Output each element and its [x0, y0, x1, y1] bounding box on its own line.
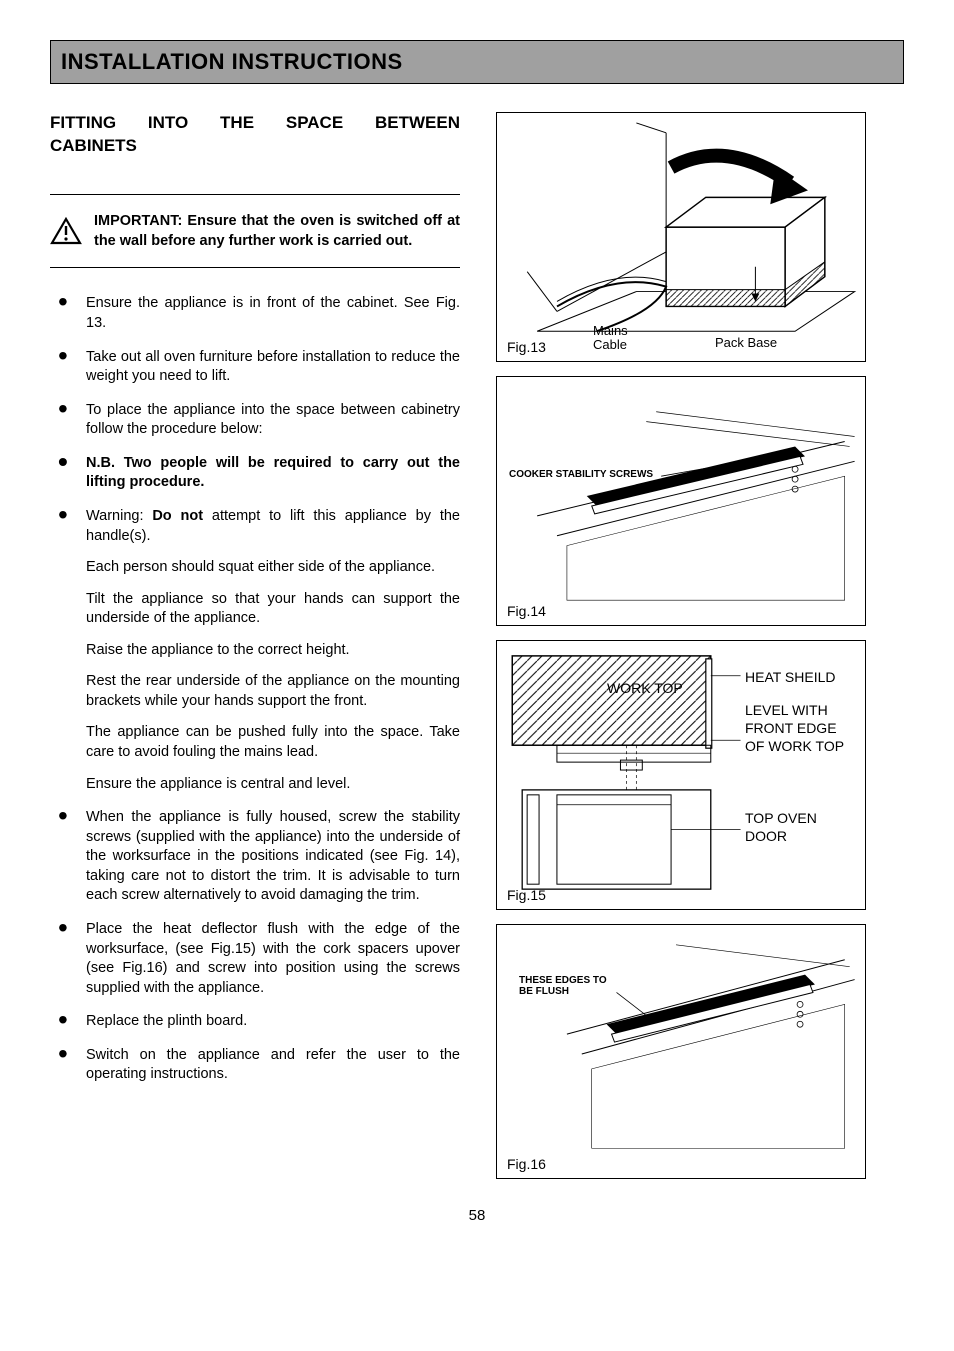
figure-15: WORK TOP HEAT SHEILD LEVEL WITH FRONT ED…	[496, 640, 866, 910]
list-item-warning: Warning: Do not attempt to lift this app…	[50, 507, 460, 794]
figure-16: THESE EDGES TO BE FLUSH Fig.16	[496, 924, 866, 1179]
warning-icon	[50, 217, 82, 245]
fig13-diagram	[497, 113, 865, 361]
para: Rest the rear underside of the appliance…	[86, 672, 460, 711]
list-item-bold: N.B. Two people will be required to carr…	[50, 454, 460, 493]
fig14-diagram	[497, 377, 865, 625]
list-item: Switch on the appliance and refer the us…	[50, 1046, 460, 1085]
fig13-cable-label: Cable	[593, 337, 627, 352]
list-item: Ensure the appliance is in front of the …	[50, 294, 460, 333]
fig13-mains-label: Mains	[593, 323, 628, 338]
para: Each person should squat either side of …	[86, 558, 460, 578]
fig15-door-label: TOP OVEN DOOR	[745, 809, 845, 845]
fig15-worktop-label: WORK TOP	[607, 679, 683, 697]
fig14-screws-label: COOKER STABILITY SCREWS	[509, 469, 653, 480]
subheading-line1: FITTING INTO THE SPACE BETWEEN	[50, 112, 460, 135]
para: Tilt the appliance so that your hands ca…	[86, 590, 460, 629]
para: Ensure the appliance is central and leve…	[86, 775, 460, 795]
right-column: Mains Cable Pack Base Fig.13	[496, 112, 866, 1179]
section-subheading: FITTING INTO THE SPACE BETWEEN CABINETS	[50, 112, 460, 158]
page-header-bar: INSTALLATION INSTRUCTIONS	[50, 40, 904, 84]
fig15-heat-label: HEAT SHEILD	[745, 668, 836, 686]
left-column: FITTING INTO THE SPACE BETWEEN CABINETS …	[50, 112, 460, 1179]
figure-14: COOKER STABILITY SCREWS Fig.14	[496, 376, 866, 626]
list-item: To place the appliance into the space be…	[50, 401, 460, 440]
para: The appliance can be pushed fully into t…	[86, 723, 460, 762]
instruction-list: Ensure the appliance is in front of the …	[50, 294, 460, 1084]
fig13-caption: Fig.13	[507, 339, 546, 355]
important-text: IMPORTANT: Ensure that the oven is switc…	[94, 211, 460, 252]
list-item: Take out all oven furniture before insta…	[50, 348, 460, 387]
fig15-level-label: LEVEL WITH FRONT EDGE OF WORK TOP	[745, 701, 855, 756]
important-notice: IMPORTANT: Ensure that the oven is switc…	[50, 194, 460, 269]
page-title: INSTALLATION INSTRUCTIONS	[61, 49, 893, 75]
list-item: Replace the plinth board.	[50, 1012, 460, 1032]
warning-donot: Do not	[152, 508, 203, 524]
fig16-caption: Fig.16	[507, 1156, 546, 1172]
fig16-flush-label: THESE EDGES TO BE FLUSH	[519, 975, 619, 997]
subheading-line2: CABINETS	[50, 135, 460, 158]
fig14-caption: Fig.14	[507, 603, 546, 619]
list-item: When the appliance is fully housed, scre…	[50, 808, 460, 906]
fig16-diagram	[497, 925, 865, 1178]
fig13-pack-label: Pack Base	[715, 335, 777, 350]
content-columns: FITTING INTO THE SPACE BETWEEN CABINETS …	[50, 112, 904, 1179]
fig15-caption: Fig.15	[507, 887, 546, 903]
warning-prefix: Warning:	[86, 508, 152, 524]
figure-13: Mains Cable Pack Base Fig.13	[496, 112, 866, 362]
para: Raise the appliance to the correct heigh…	[86, 641, 460, 661]
list-item: Place the heat deflector flush with the …	[50, 920, 460, 998]
page-number: 58	[50, 1207, 904, 1224]
